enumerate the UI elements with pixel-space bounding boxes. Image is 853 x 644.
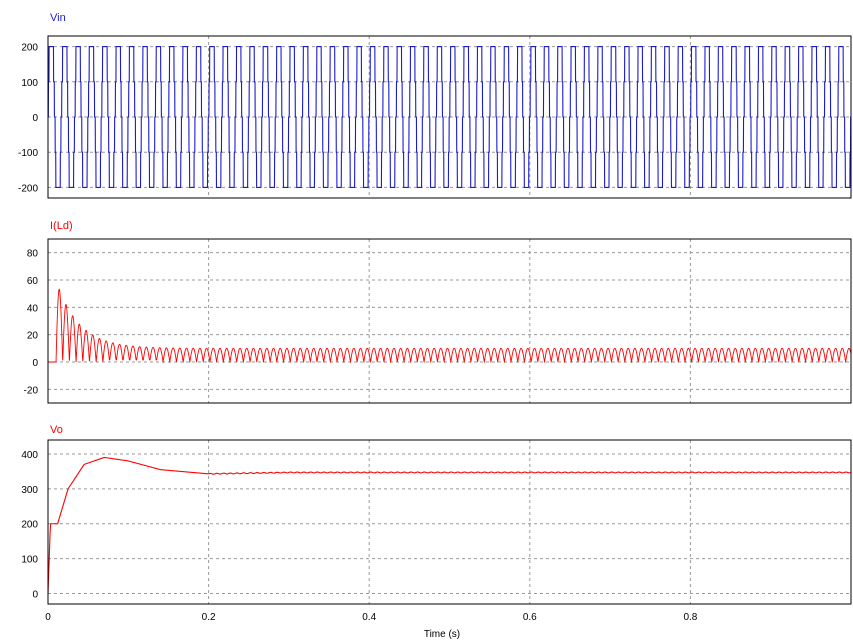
- x-tick-label: 0: [45, 612, 51, 623]
- y-tick-label: 200: [21, 520, 38, 531]
- plot-frame: [47, 238, 852, 404]
- y-tick-label: -200: [18, 183, 38, 194]
- y-tick-label: 80: [27, 249, 39, 260]
- y-tick-label: 40: [27, 303, 39, 314]
- panel-title: I(Ld): [50, 220, 73, 232]
- y-tick-label: 0: [32, 113, 38, 124]
- chart-panel-2: I(Ld) -20 0 20 40 60 80: [24, 220, 852, 404]
- x-tick-label: 0.2: [202, 612, 216, 623]
- y-tick-label: 100: [21, 78, 38, 89]
- series-line: [47, 46, 852, 188]
- y-tick-label: 0: [32, 358, 38, 369]
- y-tick-label: 300: [21, 485, 38, 496]
- y-tick-label: 20: [27, 331, 39, 342]
- y-tick-label: 200: [21, 43, 38, 54]
- y-tick-label: 400: [21, 450, 38, 461]
- x-tick-label: 0.8: [683, 612, 697, 623]
- y-tick-label: -100: [18, 148, 38, 159]
- plot-frame: [47, 439, 852, 605]
- series-line: [47, 456, 852, 594]
- y-tick-label: -20: [24, 385, 39, 396]
- series-line: [48, 288, 852, 364]
- y-tick-label: 0: [32, 590, 38, 601]
- x-axis-label: Time (s): [424, 629, 460, 640]
- plot-frame: [47, 35, 852, 199]
- x-tick-label: 0.4: [362, 612, 376, 623]
- y-tick-label: 60: [27, 276, 39, 287]
- chart-panel-3: Vo 0 100 200 300 400 0 0.2 0.4 0.6 0.8 Time (s): [21, 424, 852, 640]
- panel-title: Vin: [50, 12, 66, 24]
- y-tick-label: 100: [21, 555, 38, 566]
- x-tick-label: 0.6: [523, 612, 537, 623]
- panel-title: Vo: [50, 424, 63, 436]
- chart-panel-1: Vin -200 -100 0 100 200: [18, 12, 852, 199]
